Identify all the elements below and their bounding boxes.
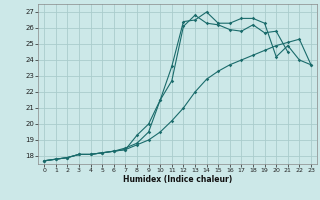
X-axis label: Humidex (Indice chaleur): Humidex (Indice chaleur) bbox=[123, 175, 232, 184]
